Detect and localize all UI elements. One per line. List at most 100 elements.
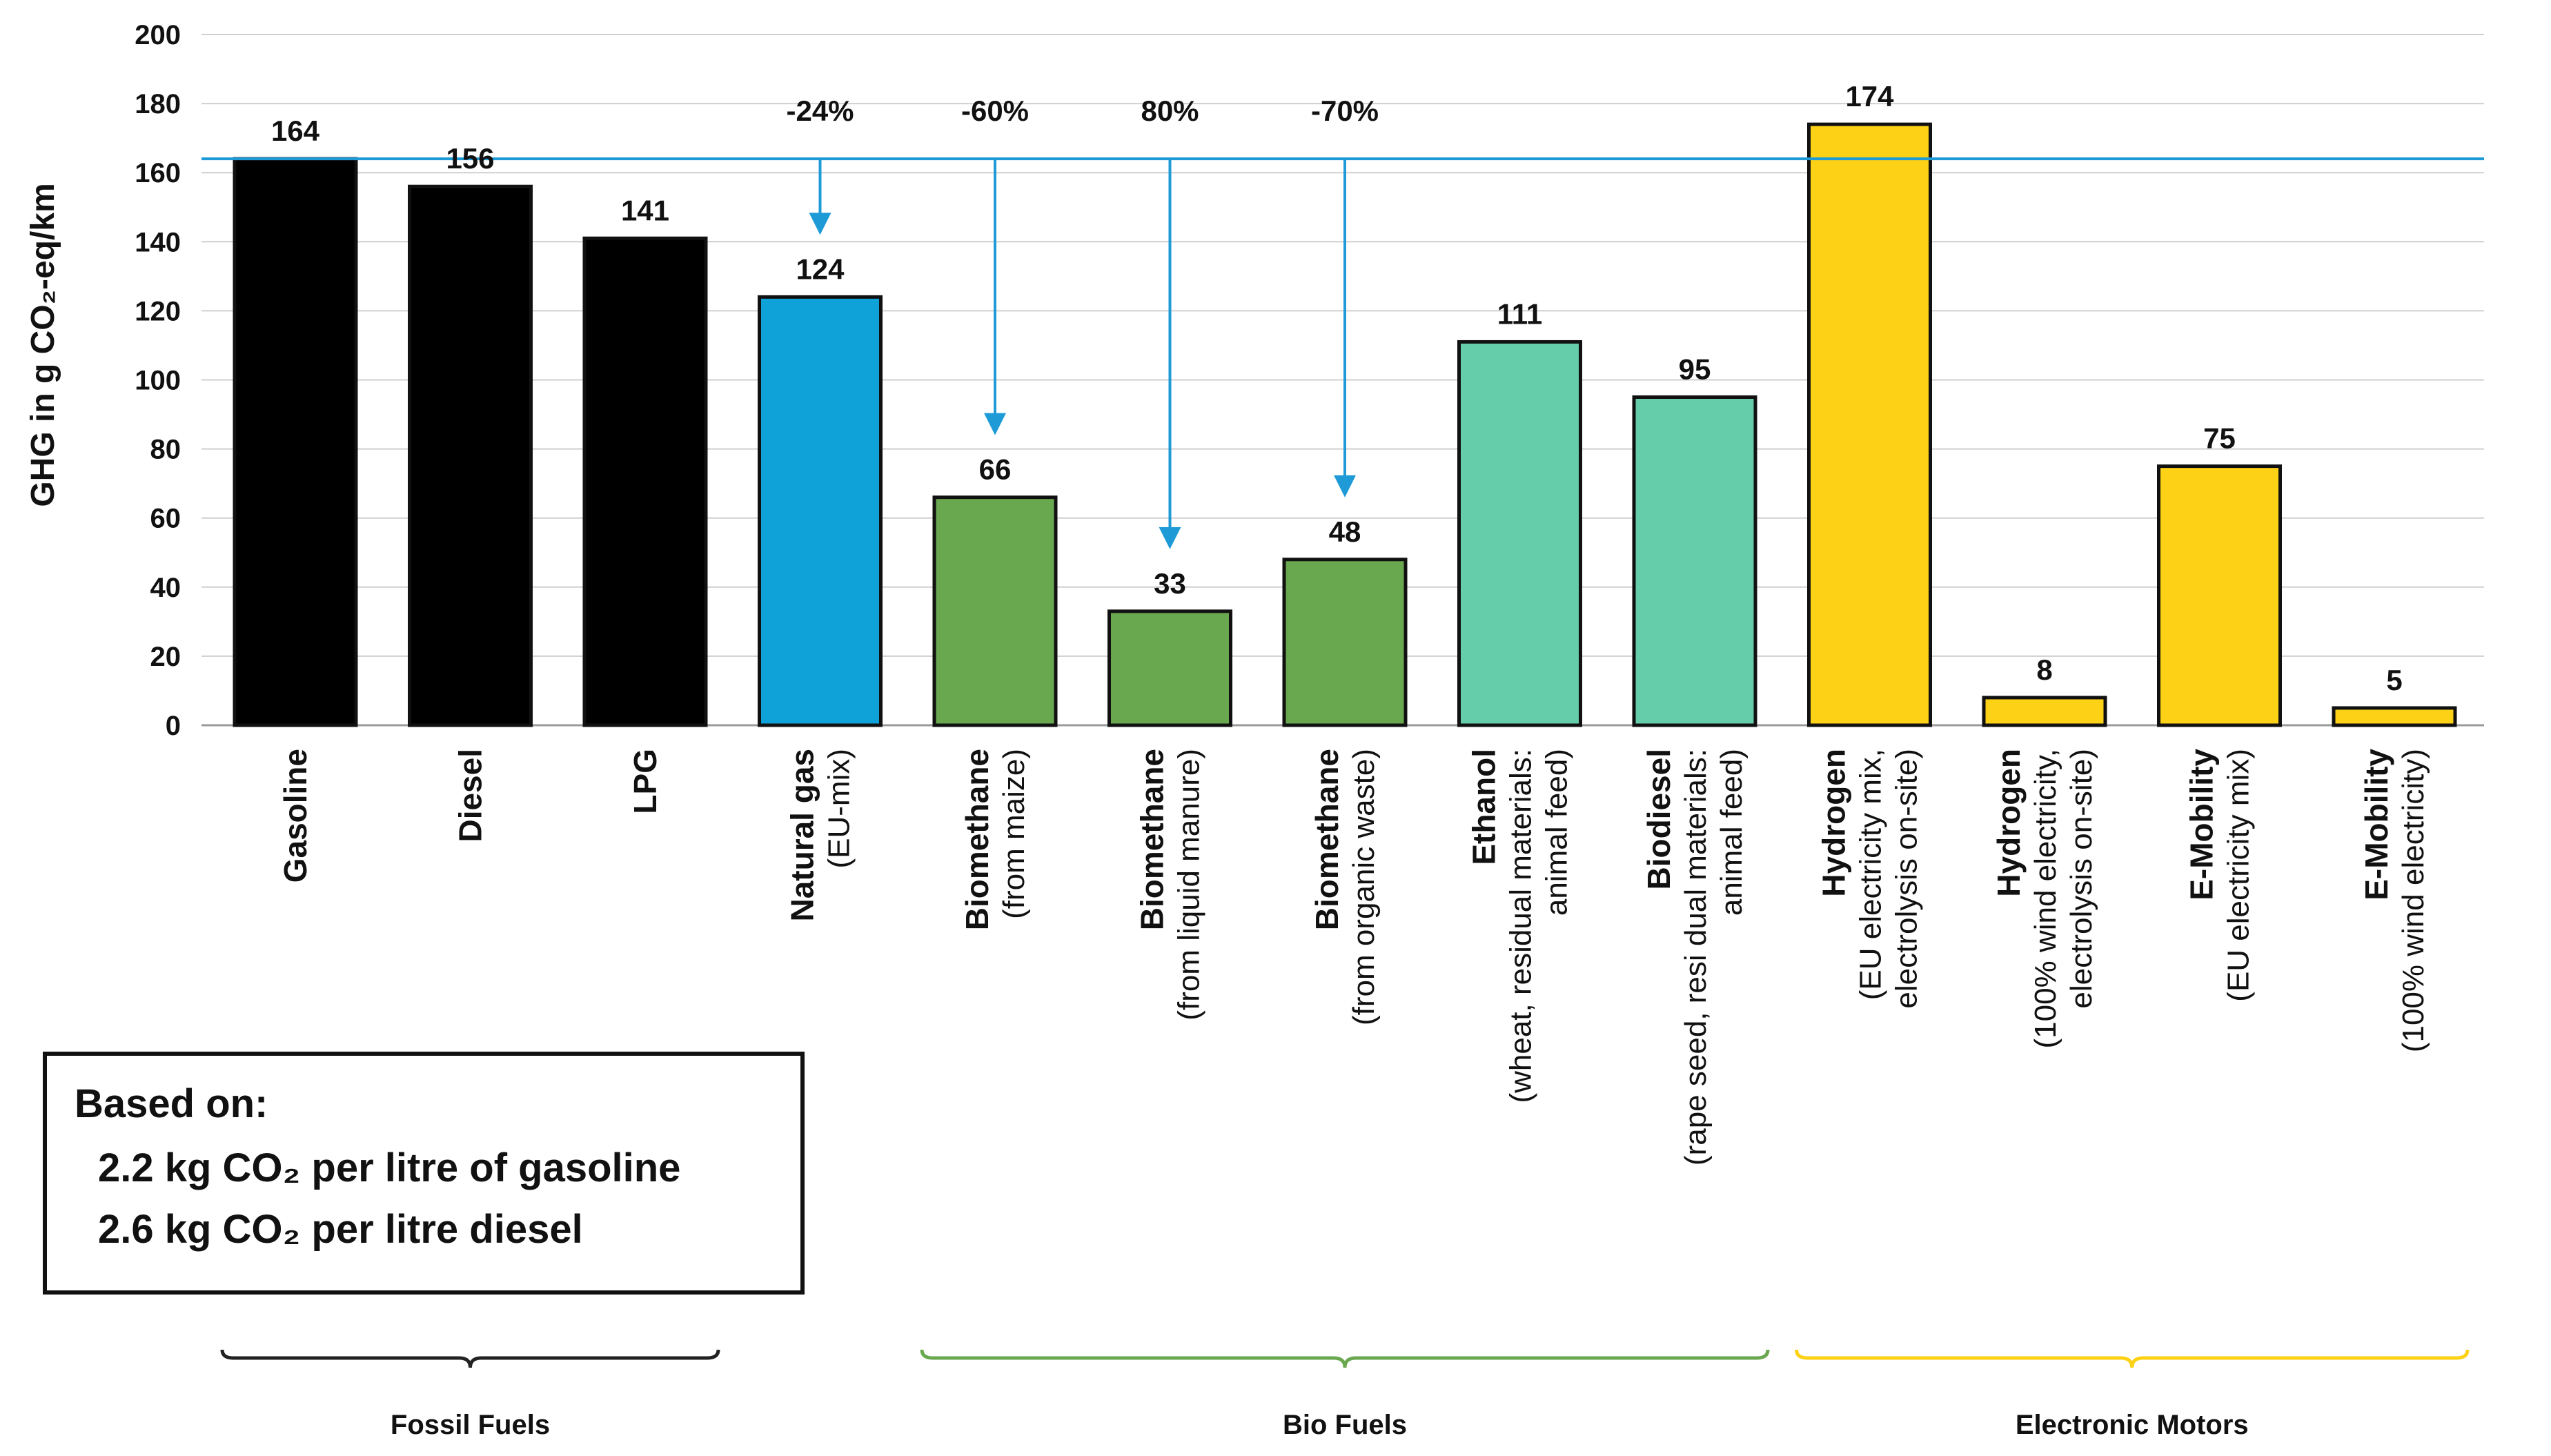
category-label: Diesel [453, 749, 489, 843]
group-label: Fossil Fuels [391, 1410, 550, 1440]
category-label: Hydrogen (EU electricity mix, electrolysis… [1816, 749, 1924, 1009]
y-tick-label: 80 [150, 435, 181, 465]
category-name: Biomethane [1309, 749, 1345, 930]
bar [758, 295, 883, 727]
assumptions-title: Based on: [75, 1081, 268, 1126]
category-label: Biomethane (from liquid manure) [1134, 749, 1206, 1021]
group-label: Electronic Motors [2016, 1410, 2249, 1440]
assumption-gasoline: 2.2 kg CO₂ per litre of gasoline [98, 1145, 681, 1190]
reduction-annotation: -60% [961, 95, 1029, 127]
bar [932, 495, 1058, 727]
arrow-head-icon [1159, 527, 1181, 549]
category-label: E-Mobility (EU electricity mix) [2184, 749, 2256, 1002]
group-brace [220, 1349, 720, 1368]
bar [1632, 395, 1757, 727]
category-detail: (wheat, residual materials: [1504, 749, 1538, 1103]
category-name: Diesel [453, 749, 489, 843]
category-label: E-Mobility (100% wind electricity) [2358, 749, 2430, 1053]
arrow-head-icon [809, 213, 831, 235]
group-brace [920, 1349, 1770, 1368]
category-name: Biodiesel [1641, 749, 1677, 890]
bar [1807, 122, 1932, 727]
reduction-annotation: 80% [1141, 95, 1199, 127]
category-name: E-Mobility [2358, 749, 2394, 901]
value-label: 164 [271, 115, 320, 147]
bar [1107, 609, 1232, 727]
value-label: 141 [621, 194, 669, 226]
category-detail: (from organic waste) [1347, 749, 1381, 1025]
value-label: 33 [1154, 567, 1186, 600]
arrow-head-icon [984, 413, 1006, 435]
category-detail: (100% wind electricity) [2396, 749, 2430, 1052]
category-labels: Gasoline Diesel LPG Natural gas (EU-mix) Biom… [277, 749, 2430, 1165]
category-name: Gasoline [277, 749, 313, 883]
bar [1282, 558, 1408, 727]
category-detail: (rape seed, resi dual materials: [1679, 749, 1713, 1165]
value-label: 174 [1845, 80, 1894, 112]
category-label: Gasoline [277, 749, 313, 883]
y-axis-label: GHG in g CO₂-eq/km [25, 183, 61, 506]
y-tick-label: 160 [135, 158, 181, 188]
value-label: 95 [1679, 353, 1711, 386]
category-name: Biomethane [1134, 749, 1170, 930]
reduction-arrows: -24% -60% 80% -70% [786, 95, 1379, 549]
category-label: LPG [627, 749, 663, 814]
category-detail: animal feed) [1540, 749, 1574, 916]
value-label: 8 [2036, 653, 2052, 686]
group-brace [1795, 1349, 2470, 1368]
value-label: 111 [1497, 297, 1542, 330]
y-tick-label: 180 [135, 89, 181, 119]
category-name: Hydrogen [1991, 749, 2027, 897]
value-label: 124 [796, 253, 845, 285]
bar [233, 157, 358, 727]
category-label: Hydrogen (100% wind electricity, electroly… [1991, 749, 2098, 1048]
category-name: E-Mobility [2184, 749, 2220, 901]
category-detail: animal feed) [1715, 749, 1749, 916]
assumptions-box: Based on: 2.2 kg CO₂ per litre of gasoli… [43, 1052, 805, 1295]
category-label: Biomethane (from organic waste) [1309, 749, 1381, 1025]
value-label: 75 [2203, 422, 2236, 455]
bar [2157, 464, 2282, 727]
y-tick-label: 20 [150, 642, 181, 672]
category-detail: (from liquid manure) [1172, 749, 1206, 1021]
category-detail: (EU electricity mix) [2222, 749, 2256, 1002]
category-detail: (from maize) [997, 749, 1031, 919]
reduction-annotation: -24% [786, 95, 854, 127]
y-tick-label: 200 [135, 20, 181, 50]
bar [2332, 706, 2457, 727]
group-label: Bio Fuels [1283, 1410, 1407, 1440]
reduction-annotation: -70% [1311, 95, 1379, 127]
category-detail: (100% wind electricity, [2029, 749, 2062, 1048]
category-detail: (EU electricity mix, [1854, 749, 1888, 1000]
category-name: LPG [627, 749, 663, 814]
arrow-head-icon [1334, 475, 1356, 498]
category-label: Natural gas (EU-mix) [785, 749, 856, 922]
y-tick-label: 0 [166, 711, 181, 741]
gridlines [201, 34, 2484, 727]
y-tick-label: 100 [135, 366, 181, 396]
y-tick-label: 120 [135, 296, 181, 326]
bar [408, 184, 533, 727]
bar [1457, 340, 1582, 727]
y-tick-label: 60 [150, 504, 181, 534]
value-label: 5 [2386, 664, 2402, 696]
category-detail: electrolysis on-site) [2065, 749, 2098, 1009]
y-tick-label: 140 [135, 227, 181, 257]
category-detail: electrolysis on-site) [1890, 749, 1924, 1009]
category-groups: Fossil Fuels Bio Fuels Electronic Motors [220, 1349, 2470, 1440]
bar [582, 236, 708, 727]
category-label: Ethanol (wheat, residual materials: animal… [1466, 749, 1574, 1103]
value-labels: 164 156 141 124 66 33 48 111 95 174 8 75 5 [271, 80, 2403, 696]
value-label: 66 [979, 453, 1012, 486]
category-label: Biomethane (from maize) [959, 749, 1031, 930]
category-name: Ethanol [1466, 749, 1502, 865]
value-label: 156 [446, 142, 494, 175]
bar [1982, 696, 2107, 727]
category-label: Biodiesel (rape seed, resi dual materials… [1641, 749, 1749, 1165]
value-label: 48 [1329, 515, 1361, 548]
y-axis-ticks: 0 20 40 60 80 100 120 140 160 180 200 [135, 20, 181, 741]
bars [233, 122, 2457, 727]
category-name: Biomethane [959, 749, 995, 930]
assumption-diesel: 2.6 kg CO₂ per litre diesel [98, 1207, 583, 1252]
